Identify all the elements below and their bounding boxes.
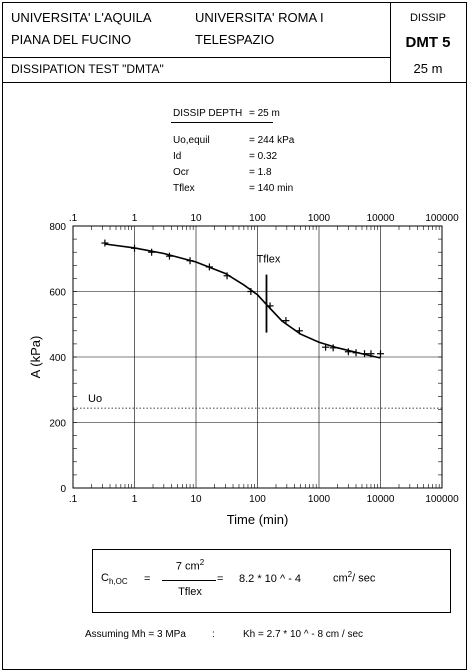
data-point: [329, 344, 337, 352]
param-label: Ocr: [173, 167, 190, 178]
data-point: [131, 244, 138, 252]
formula-unit-text: cm: [333, 572, 348, 585]
param-underline: [171, 122, 273, 123]
data-point: [247, 288, 255, 295]
data-point: [322, 343, 330, 351]
header-divider-mid: [2, 57, 390, 58]
formula-lhs-sub: h,OC: [108, 577, 128, 587]
formula-result: 8.2 * 10 ^ - 4: [239, 573, 302, 585]
x-tick-label-top: 1000: [308, 213, 331, 224]
org1-line2: PIANA DEL FUCINO: [11, 32, 132, 47]
data-point: [361, 350, 369, 358]
param-value: = 244 kPa: [249, 135, 295, 146]
formula-denominator: Tflex: [178, 586, 202, 598]
x-tick-label-top: 10000: [367, 213, 395, 224]
x-tick-label-top: .1: [69, 213, 78, 224]
formula-unit-sup: 2: [347, 570, 353, 579]
param-label: Id: [173, 151, 182, 162]
data-point: [367, 350, 375, 358]
org1-line1: UNIVERSITA' L'AQUILA: [11, 10, 152, 25]
footer-separator: :: [212, 629, 215, 640]
org2-line2: TELESPAZIO: [195, 32, 275, 47]
data-point: [101, 239, 109, 247]
param-value: = 25 m: [249, 108, 280, 119]
formula-numerator: 7 cm2: [164, 558, 216, 573]
param-label: Tflex: [173, 183, 195, 194]
x-tick-label: 10: [190, 494, 202, 505]
formula-box: Ch,OC = 7 cm2 Tflex = 8.2 * 10 ^ - 4 cm2…: [92, 549, 451, 613]
data-point: [186, 257, 194, 265]
y-tick-label: 600: [49, 288, 66, 299]
test-title: DISSIPATION TEST "DMTA": [11, 62, 164, 76]
test-depth: 25 m: [413, 61, 443, 76]
x-tick-label: 100000: [425, 494, 459, 505]
tflex-label: Tflex: [257, 254, 281, 266]
param-value: = 140 min: [249, 183, 294, 194]
formula-numerator-text: 7 cm: [175, 560, 200, 573]
formula-unit-rest: / sec: [352, 572, 376, 585]
data-point: [205, 263, 213, 271]
data-point: [266, 302, 274, 310]
y-tick-label: 800: [49, 222, 66, 233]
x-axis-label: Time (min): [227, 512, 289, 527]
param-value: = 0.32: [249, 151, 278, 162]
data-point: [223, 272, 231, 280]
y-tick-label: 400: [49, 353, 66, 364]
data-point: [377, 350, 384, 358]
fraction-bar: [162, 580, 216, 581]
x-tick-label: 100: [249, 494, 266, 505]
x-tick-label-top: 1: [132, 213, 138, 224]
y-tick-label: 200: [49, 419, 66, 430]
x-tick-label: .1: [69, 494, 78, 505]
data-point: [344, 348, 352, 356]
data-point: [352, 349, 360, 357]
param-label: DISSIP DEPTH: [173, 108, 243, 119]
data-point: [282, 317, 290, 325]
header-divider-right: [390, 2, 391, 82]
org2-line1: UNIVERSITA' ROMA I: [195, 10, 324, 25]
formula-numerator-sup: 2: [199, 558, 205, 567]
test-id: DMT 5: [405, 34, 451, 51]
x-tick-label-top: 100000: [425, 213, 459, 224]
formula-eq2: =: [217, 573, 224, 585]
y-tick-label: 0: [60, 484, 66, 495]
y-axis-label: A (kPa): [28, 336, 43, 379]
data-point: [165, 252, 173, 260]
footer-kh: Kh = 2.7 * 10 ^ - 8 cm / sec: [243, 629, 364, 640]
type-label: DISSIP: [409, 12, 447, 24]
formula-unit: cm2/ sec: [333, 570, 375, 585]
x-tick-label: 1: [132, 494, 138, 505]
x-tick-label: 1000: [308, 494, 331, 505]
formula-eq1: =: [144, 573, 151, 585]
fit-curve: [104, 243, 381, 359]
data-point: [295, 327, 303, 335]
x-tick-label: 10000: [367, 494, 395, 505]
formula-lhs-main: C: [101, 572, 109, 584]
uo-label: Uo: [88, 393, 102, 405]
x-tick-label-top: 100: [249, 213, 266, 224]
header-divider-bottom: [2, 82, 466, 83]
param-value: = 1.8: [249, 167, 272, 178]
param-label: Uo,equil: [173, 135, 210, 146]
footer-assumption: Assuming Mh = 3 MPa: [85, 629, 186, 640]
formula-lhs: Ch,OC: [101, 572, 128, 586]
data-point: [148, 248, 156, 256]
x-tick-label-top: 10: [190, 213, 202, 224]
